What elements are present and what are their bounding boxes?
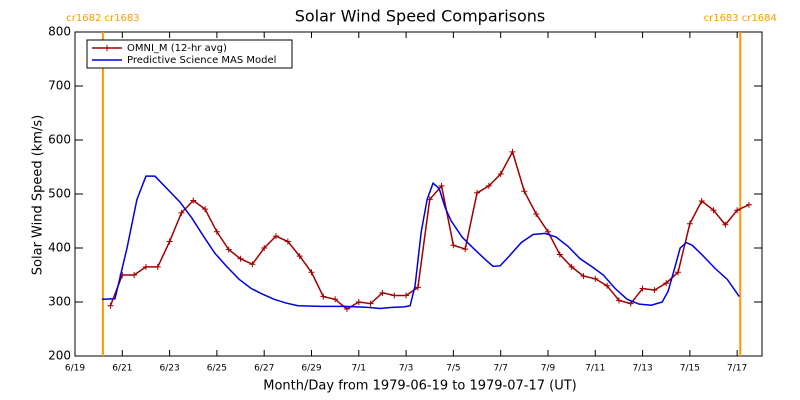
- data-point: [391, 292, 398, 299]
- y-tick-label: 700: [48, 79, 71, 93]
- data-point: [450, 242, 457, 249]
- data-point: [745, 201, 752, 208]
- x-tick-label: 6/29: [301, 364, 321, 374]
- data-point: [142, 263, 149, 270]
- y-tick-label: 200: [48, 349, 71, 363]
- data-point: [485, 182, 492, 189]
- data-point: [675, 269, 682, 276]
- data-point: [202, 206, 209, 213]
- chart-title: Solar Wind Speed Comparisons: [295, 7, 546, 26]
- x-tick-label: 6/23: [159, 364, 179, 374]
- data-point: [580, 273, 587, 280]
- data-point: [556, 251, 563, 258]
- data-point: [273, 233, 280, 240]
- data-point: [261, 245, 268, 251]
- plot-frame: [74, 31, 763, 357]
- data-point: [284, 238, 291, 245]
- data-point: [308, 269, 315, 276]
- data-point: [592, 275, 599, 282]
- data-point: [131, 272, 138, 278]
- x-tick-label: 7/13: [632, 364, 652, 374]
- x-tick-label: 7/7: [493, 364, 507, 374]
- legend-label: Predictive Science MAS Model: [127, 55, 276, 66]
- data-point: [367, 300, 374, 307]
- data-point: [213, 228, 220, 235]
- data-point: [651, 287, 658, 294]
- data-point: [474, 189, 481, 196]
- data-point: [355, 299, 362, 305]
- x-tick-label: 6/21: [112, 364, 132, 374]
- x-tick-label: 7/17: [727, 364, 747, 374]
- y-tick-label: 500: [48, 187, 71, 201]
- x-tick-label: 7/5: [446, 364, 460, 374]
- data-point: [225, 246, 232, 253]
- x-tick-label: 7/9: [541, 364, 556, 374]
- carrington-label: cr1682 cr1683: [66, 13, 139, 24]
- x-tick-label: 6/25: [207, 364, 227, 374]
- data-point: [734, 207, 741, 214]
- data-point: [190, 197, 197, 204]
- data-point: [533, 210, 540, 217]
- data-point: [237, 255, 244, 262]
- data-point: [438, 182, 445, 189]
- x-tick-label: 7/11: [585, 364, 605, 374]
- data-point: [663, 280, 670, 287]
- data-point: [154, 263, 161, 270]
- data-point: [639, 285, 646, 292]
- data-point: [497, 171, 504, 178]
- y-tick-label: 600: [48, 133, 71, 147]
- data-point: [509, 148, 516, 155]
- x-axis-title: Month/Day from 1979-06-19 to 1979-07-17 …: [263, 379, 576, 394]
- y-tick-label: 400: [48, 241, 71, 255]
- data-point: [698, 198, 705, 205]
- data-point: [414, 284, 421, 291]
- data-point: [107, 302, 114, 309]
- x-tick-label: 6/27: [254, 364, 274, 374]
- data-point: [627, 300, 634, 307]
- data-point: [178, 209, 185, 216]
- data-point: [296, 253, 303, 260]
- x-tick-label: 7/3: [399, 364, 413, 374]
- series-line: [101, 175, 740, 310]
- series-line: [109, 149, 750, 310]
- data-point: [686, 220, 693, 227]
- legend-marker: [104, 45, 110, 51]
- legend-label: OMNI_M (12-hr avg): [127, 43, 227, 54]
- x-tick-label: 7/15: [680, 364, 700, 374]
- data-point: [604, 282, 611, 289]
- carrington-label: cr1683 cr1684: [704, 13, 777, 24]
- data-point: [462, 246, 469, 253]
- data-point: [379, 289, 386, 296]
- y-tick-label: 800: [48, 25, 71, 39]
- data-point: [615, 297, 622, 304]
- data-point: [249, 261, 256, 268]
- y-axis-title: Solar Wind Speed (km/s): [31, 115, 46, 275]
- data-point: [722, 221, 729, 228]
- data-point: [710, 207, 717, 214]
- data-point: [320, 293, 327, 300]
- data-point: [332, 296, 339, 303]
- data-point: [521, 188, 528, 195]
- x-tick-label: 6/19: [65, 364, 85, 374]
- legend-box: [86, 39, 293, 69]
- y-tick-label: 300: [48, 295, 71, 309]
- data-point: [568, 263, 575, 270]
- x-tick-label: 7/1: [352, 364, 366, 374]
- data-point: [166, 238, 173, 245]
- data-point: [403, 292, 410, 299]
